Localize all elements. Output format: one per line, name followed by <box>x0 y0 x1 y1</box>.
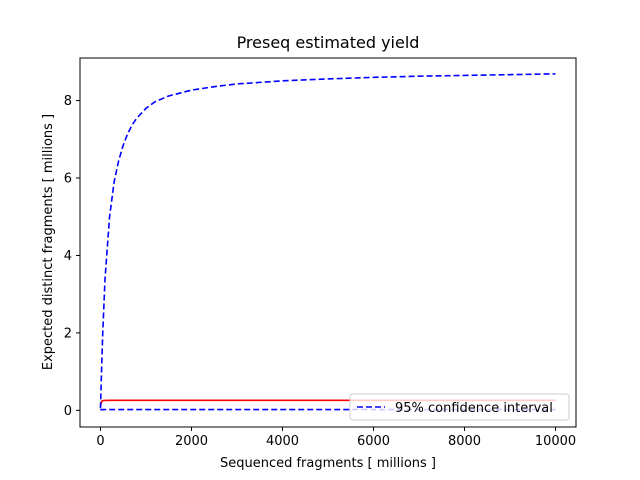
y-tick-label: 0 <box>64 404 72 419</box>
y-axis: 0 2 4 6 8 <box>64 94 80 419</box>
y-tick-label: 6 <box>64 172 72 187</box>
x-tick-label: 2000 <box>175 434 208 449</box>
series-line-1 <box>99 73 556 409</box>
y-tick-label: 2 <box>64 326 72 341</box>
x-axis-label: Sequenced fragments [ millions ] <box>220 456 436 471</box>
x-tick-label: 10000 <box>535 434 576 449</box>
x-tick-label: 4000 <box>266 434 299 449</box>
legend: 95% confidence interval <box>349 393 570 421</box>
y-tick-label: 8 <box>64 94 72 109</box>
y-axis-label: Expected distinct fragments [ millions ] <box>41 114 56 370</box>
legend-label-confidence: 95% confidence interval <box>395 401 553 416</box>
x-tick-label: 8000 <box>448 434 481 449</box>
x-tick-label: 0 <box>96 434 104 449</box>
y-tick-label: 4 <box>64 249 72 264</box>
chart-title: Preseq estimated yield <box>237 33 420 52</box>
legend-box <box>349 393 570 421</box>
x-tick-label: 6000 <box>357 434 390 449</box>
x-axis: 0 2000 4000 6000 8000 10000 <box>96 427 576 449</box>
plot-frame <box>79 57 577 428</box>
series-line-2 <box>99 408 556 411</box>
